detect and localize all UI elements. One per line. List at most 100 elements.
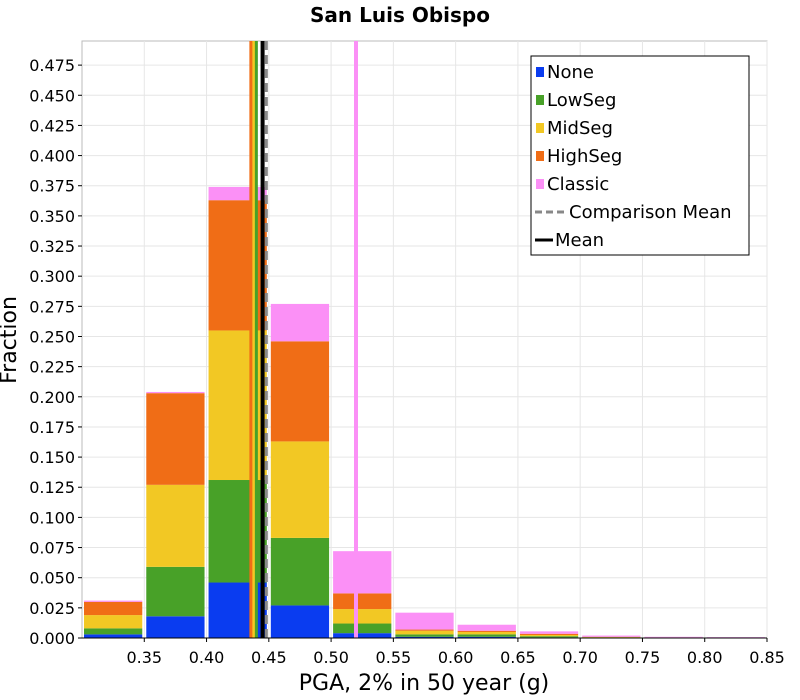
bar-segment-highseg — [333, 593, 392, 610]
bar-segment-midseg — [270, 441, 330, 538]
bar-segment-none — [146, 616, 205, 638]
y-tick-label: 0.150 — [29, 448, 75, 467]
bar-segment-classic — [270, 303, 330, 342]
y-tick-label: 0.375 — [29, 177, 75, 196]
y-tick-label: 0.400 — [29, 147, 75, 166]
y-axis-title: Fraction — [0, 296, 22, 384]
legend: None LowSeg MidSeg HighSeg Classic Comparison… — [530, 55, 750, 256]
bar-segment-midseg — [208, 330, 267, 481]
legend-swatch — [536, 95, 544, 105]
y-tick-label: 0.275 — [29, 297, 75, 316]
bar-segment-midseg — [146, 484, 205, 567]
legend-item-comparison-mean: Comparison Mean — [535, 202, 732, 223]
y-tick-label: 0.475 — [29, 56, 75, 75]
x-tick-label: 0.40 — [189, 648, 225, 667]
x-tick-label: 0.85 — [749, 648, 785, 667]
bar-segment-classic — [519, 631, 579, 634]
legend-swatch — [536, 151, 544, 161]
bar-segment-lowseg — [208, 480, 267, 583]
bars — [84, 186, 765, 638]
bar-segment-classic — [457, 624, 516, 631]
x-axis-title: PGA, 2% in 50 year (g) — [299, 671, 550, 696]
legend-label: None — [547, 62, 594, 83]
legend-label: LowSeg — [547, 90, 616, 111]
x-tick-label: 0.60 — [438, 648, 474, 667]
legend-item-none: None — [536, 62, 594, 83]
y-tick-label: 0.075 — [29, 539, 75, 558]
bar-segment-classic — [208, 186, 267, 201]
legend-swatch — [536, 179, 544, 189]
bar-segment-highseg — [457, 630, 516, 632]
y-tick-label: 0.200 — [29, 388, 75, 407]
y-tick-label: 0.450 — [29, 86, 75, 105]
bar-segment-lowseg — [395, 634, 454, 637]
bar-segment-classic — [644, 636, 703, 638]
bar-segment-classic — [146, 391, 205, 394]
legend-item-classic: Classic — [536, 174, 609, 195]
legend-item-mean: Mean — [535, 230, 604, 251]
legend-item-highseg: HighSeg — [536, 146, 622, 167]
chart-title: San Luis Obispo — [310, 3, 490, 27]
bar-segment-midseg — [395, 630, 454, 635]
legend-label: Classic — [547, 174, 609, 195]
y-tick-label: 0.300 — [29, 267, 75, 286]
legend-box — [530, 55, 750, 256]
y-tick-label: 0.225 — [29, 358, 75, 377]
bar-segment-midseg — [84, 615, 143, 629]
bar-segment-lowseg — [84, 628, 143, 635]
x-tick-label: 0.50 — [313, 648, 349, 667]
y-axis-ticks: 0.000 0.025 0.050 0.075 0.100 0.125 0.150 0.175… — [29, 56, 82, 648]
legend-swatch — [536, 67, 544, 77]
legend-label: MidSeg — [547, 118, 613, 139]
x-tick-label: 0.45 — [251, 648, 287, 667]
legend-label: HighSeg — [547, 146, 622, 167]
bar-segment-midseg — [519, 634, 579, 637]
bar-segment-highseg — [395, 629, 454, 631]
bar-segment-classic — [84, 600, 143, 602]
legend-item-midseg: MidSeg — [536, 118, 613, 139]
x-tick-label: 0.75 — [625, 648, 661, 667]
bar-segment-none — [457, 636, 516, 638]
bar-segment-classic — [582, 635, 641, 637]
x-tick-label: 0.35 — [126, 648, 162, 667]
x-tick-label: 0.65 — [500, 648, 536, 667]
bar-segment-none — [395, 636, 454, 638]
bar-segment-none — [333, 633, 392, 638]
bar-segment-highseg — [146, 393, 205, 485]
legend-item-lowseg: LowSeg — [536, 90, 616, 111]
bar-segment-lowseg — [270, 537, 330, 606]
mean-lines — [249, 41, 358, 638]
x-tick-label: 0.70 — [562, 648, 598, 667]
y-tick-label: 0.125 — [29, 478, 75, 497]
bar-segment-lowseg — [146, 566, 205, 617]
bar-segment-classic — [395, 612, 454, 630]
bar-segment-none — [208, 582, 267, 638]
y-tick-label: 0.250 — [29, 327, 75, 346]
bar-segment-lowseg — [333, 623, 392, 634]
bar-segment-midseg — [457, 631, 516, 635]
y-tick-label: 0.050 — [29, 569, 75, 588]
bar-segment-lowseg — [519, 636, 579, 638]
y-tick-label: 0.000 — [29, 629, 75, 648]
bar-segment-highseg — [519, 633, 579, 635]
bar-segment-highseg — [208, 200, 267, 331]
bar-segment-none — [270, 605, 330, 638]
x-axis-ticks: 0.35 0.40 0.45 0.50 0.55 0.60 0.65 0.70 0.75 0.80… — [126, 638, 785, 667]
bar-segment-classic — [333, 551, 392, 594]
bar-segment-highseg — [270, 341, 330, 442]
legend-label: Mean — [555, 230, 604, 251]
bar-segment-highseg — [84, 601, 143, 616]
legend-label: Comparison Mean — [569, 202, 732, 223]
x-tick-label: 0.55 — [376, 648, 412, 667]
x-tick-label: 0.80 — [687, 648, 723, 667]
y-tick-label: 0.325 — [29, 237, 75, 256]
y-tick-label: 0.425 — [29, 116, 75, 135]
bar-segment-lowseg — [457, 634, 516, 637]
y-tick-label: 0.100 — [29, 508, 75, 527]
legend-swatch — [536, 123, 544, 133]
bar-segment-midseg — [333, 609, 392, 624]
y-tick-label: 0.175 — [29, 418, 75, 437]
y-tick-label: 0.350 — [29, 207, 75, 226]
y-tick-label: 0.025 — [29, 599, 75, 618]
